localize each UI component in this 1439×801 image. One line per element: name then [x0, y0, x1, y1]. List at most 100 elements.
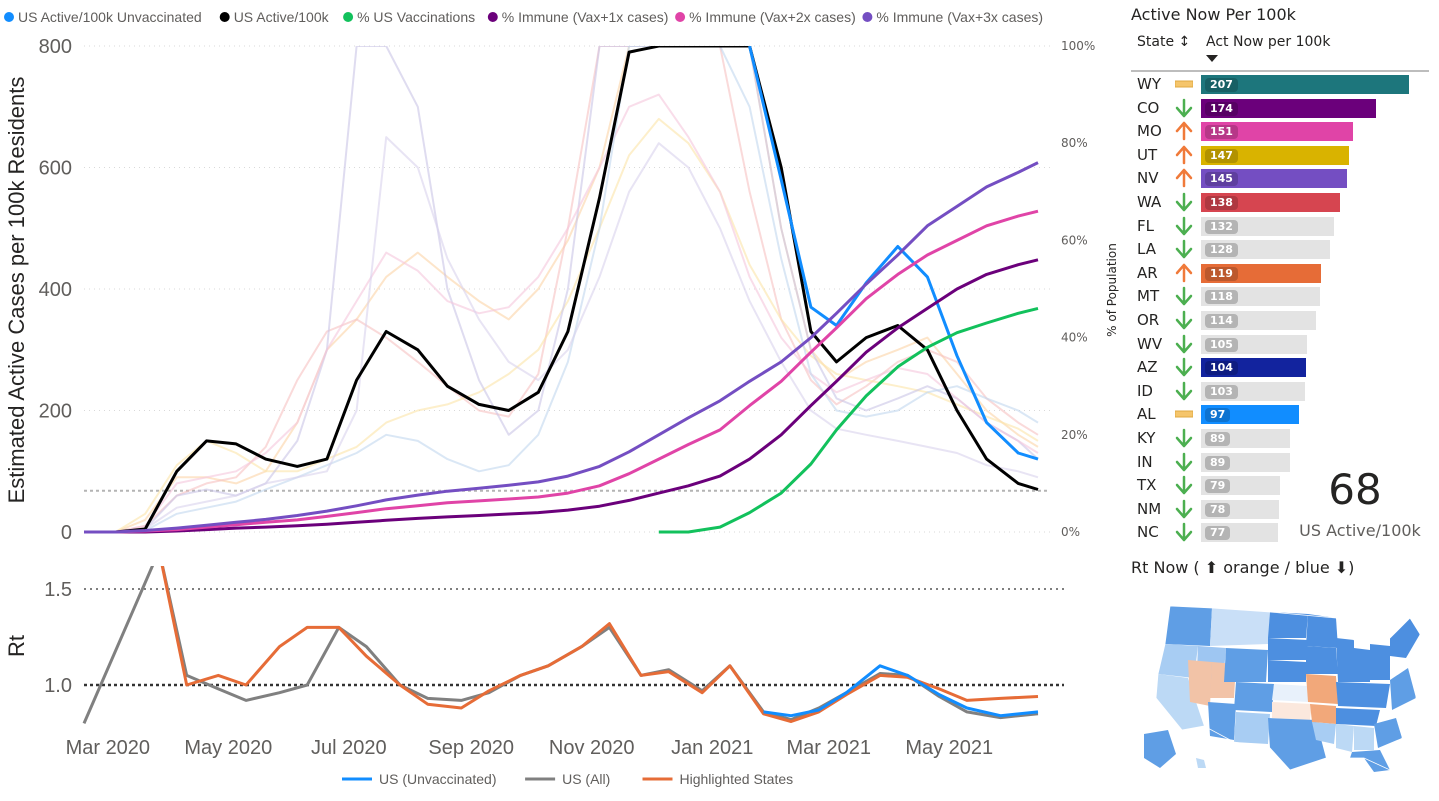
legend-label: US (All)	[562, 771, 610, 787]
value-label: 119	[1205, 266, 1238, 281]
state-header-label: State	[1137, 34, 1175, 50]
arrow-down-icon	[1175, 310, 1193, 330]
active-cases-chart: 0 200 400 600 800 0% 20% 40% 60% 80% 100% Estimated…	[4, 36, 1119, 544]
x-tick-label: May 2020	[184, 737, 272, 759]
table-row[interactable]: NC 77	[1131, 521, 1431, 545]
series-line	[84, 46, 1039, 533]
table-row[interactable]: KY 89	[1131, 427, 1431, 451]
table-row[interactable]: WA 138	[1131, 191, 1431, 215]
state-code: AZ	[1137, 358, 1158, 377]
sort-updown-icon[interactable]: ↕	[1178, 34, 1191, 50]
x-tick-label: Jan 2021	[671, 737, 753, 759]
y2-tick-label: 100%	[1061, 39, 1095, 53]
table-row[interactable]: UT 147	[1131, 144, 1431, 168]
table-row[interactable]: MT 118	[1131, 285, 1431, 309]
arrow-down-icon	[1175, 216, 1193, 235]
rt-y-tick-label: 1.0	[44, 675, 72, 697]
y-axis-label: Estimated Active Cases per 100k Resident…	[4, 77, 29, 504]
state-code: CO	[1137, 98, 1160, 117]
legend-marker	[4, 12, 14, 22]
y-tick-label: 200	[39, 401, 72, 423]
series-line	[84, 117, 1039, 533]
table-row[interactable]: MO 151	[1131, 120, 1431, 144]
table-row[interactable]: AZ 104	[1131, 356, 1431, 380]
value-label: 145	[1205, 172, 1238, 187]
y2-tick-label: 80%	[1061, 136, 1088, 150]
table-row[interactable]: WV 105	[1131, 333, 1431, 357]
state-code: NM	[1137, 499, 1162, 518]
table-row[interactable]: NM 78	[1131, 498, 1431, 522]
legend-label: % US Vaccinations	[357, 9, 475, 25]
table-row[interactable]: FL 132	[1131, 215, 1431, 239]
arrow-down-icon	[1175, 98, 1193, 117]
legend-bottom: US (Unvaccinated) US (All) Highlighted Sta…	[342, 771, 793, 787]
state-code: IN	[1137, 452, 1153, 471]
state-code: WV	[1137, 334, 1163, 353]
map-borders	[1155, 605, 1421, 771]
y2-tick-label: 20%	[1061, 428, 1088, 442]
value-label: 138	[1205, 196, 1238, 210]
value-bar	[1201, 145, 1349, 165]
arrow-down-icon	[1175, 428, 1193, 448]
column-header-act-now[interactable]: Act Now per 100k	[1206, 34, 1331, 50]
value-label: 118	[1205, 290, 1238, 305]
sort-desc-icon	[1206, 55, 1218, 62]
column-header-state[interactable]: State ↕	[1137, 34, 1190, 50]
state-code: KY	[1137, 429, 1156, 447]
legend-marker	[862, 12, 873, 22]
arrow-down-icon	[1175, 523, 1193, 542]
value-label: 77	[1205, 526, 1231, 541]
state-code: FL	[1137, 216, 1154, 235]
series-line	[84, 161, 1039, 534]
table-row[interactable]: AL 97	[1131, 403, 1431, 427]
table-row[interactable]: ID 103	[1131, 380, 1431, 404]
y2-tick-label: 0%	[1061, 525, 1080, 539]
arrow-down-icon	[1175, 334, 1193, 353]
legend-label: % Immune (Vax+1x cases)	[502, 9, 669, 25]
value-label: 103	[1205, 384, 1238, 399]
value-label: 151	[1205, 125, 1238, 140]
state-code: ID	[1137, 381, 1153, 400]
value-label: 97	[1205, 408, 1231, 423]
y-tick-label: 400	[39, 279, 72, 301]
legend-marker	[675, 12, 686, 22]
series-line	[658, 306, 1039, 534]
table-row[interactable]: IN 89	[1131, 451, 1431, 475]
table-row[interactable]: CO 174	[1131, 97, 1431, 121]
arrow-up-icon	[1175, 121, 1193, 141]
rt-series-line	[763, 664, 1039, 718]
x-tick-label: Jul 2020	[311, 737, 387, 759]
value-label: 147	[1205, 148, 1238, 163]
series-line	[84, 258, 1039, 534]
y2-tick-label: 40%	[1061, 331, 1088, 345]
value-bar	[1201, 263, 1321, 283]
table-row[interactable]: NV 145	[1131, 167, 1431, 191]
state-code: MT	[1137, 287, 1160, 306]
arrow-down-icon	[1175, 381, 1193, 401]
value-label: 128	[1205, 243, 1238, 258]
value-label: 79	[1205, 479, 1231, 494]
table-row[interactable]: WY 207	[1131, 73, 1431, 97]
table-row[interactable]: TX 79	[1131, 474, 1431, 498]
value-bar	[1201, 358, 1306, 378]
arrow-up-icon	[1175, 263, 1193, 283]
series-line	[748, 46, 1039, 461]
map-states	[1144, 606, 1420, 772]
table-row[interactable]: LA 128	[1131, 238, 1431, 262]
state-code: TX	[1137, 476, 1157, 495]
value-label: 105	[1205, 337, 1238, 352]
value-label: 104	[1205, 361, 1238, 376]
value-bar	[1201, 405, 1299, 425]
us-state-map[interactable]	[1140, 598, 1422, 773]
state-code: AL	[1137, 405, 1156, 424]
table-row[interactable]: OR 114	[1131, 309, 1431, 333]
value-bar	[1201, 122, 1353, 142]
value-bar	[1201, 193, 1340, 212]
table-row[interactable]: AR 119	[1131, 262, 1431, 286]
kpi-value: 68	[1328, 465, 1382, 514]
y-tick-label: 800	[39, 36, 72, 58]
value-bar	[1201, 169, 1347, 189]
value-label: 132	[1205, 219, 1238, 234]
x-tick-label: May 2021	[905, 737, 993, 759]
table-header-divider	[1131, 70, 1429, 72]
